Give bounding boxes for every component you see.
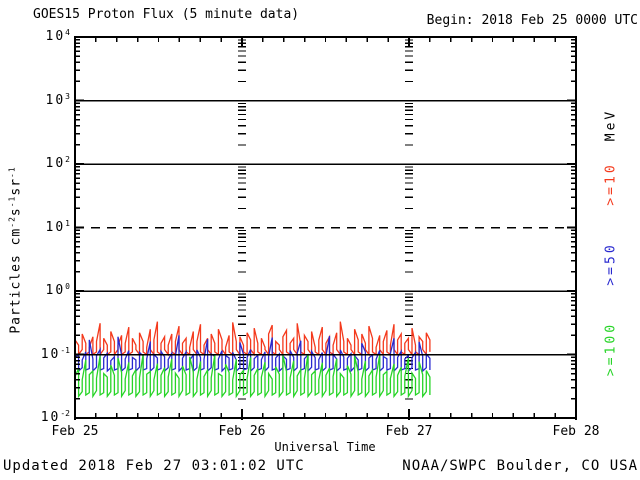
series-label-100mev: >=100 [603,321,619,377]
y-tick-label: 103 [45,91,70,108]
y-tick-label: 102 [45,155,70,171]
x-tick-label: Feb 26 [218,424,266,439]
updated-timestamp: Updated 2018 Feb 27 03:01:02 UTC [3,458,305,474]
y-axis-title: Particles cm-2s-1sr-1 [7,166,24,334]
begin-time-label: Begin: 2018 Feb 25 0000 UTC [426,13,638,28]
y-tick-label: 100 [45,282,70,298]
x-axis-title: Universal Time [274,440,376,454]
right-unit-label: MeV [603,108,619,142]
x-tick-label: Feb 27 [385,424,433,439]
y-tick-label: 104 [45,28,70,44]
y-tick-label: 10-1 [40,345,70,362]
y-tick-label: 10-2 [40,409,70,425]
x-tick-label: Feb 28 [552,424,600,439]
chart-title: GOES15 Proton Flux (5 minute data) [33,7,300,22]
x-tick-label: Feb 25 [51,424,99,439]
credit-label: NOAA/SWPC Boulder, CO USA [402,458,638,474]
series-label-10mev: >=10 [603,162,619,206]
series-label-50mev: >=50 [603,242,619,286]
y-tick-label: 101 [45,218,70,235]
